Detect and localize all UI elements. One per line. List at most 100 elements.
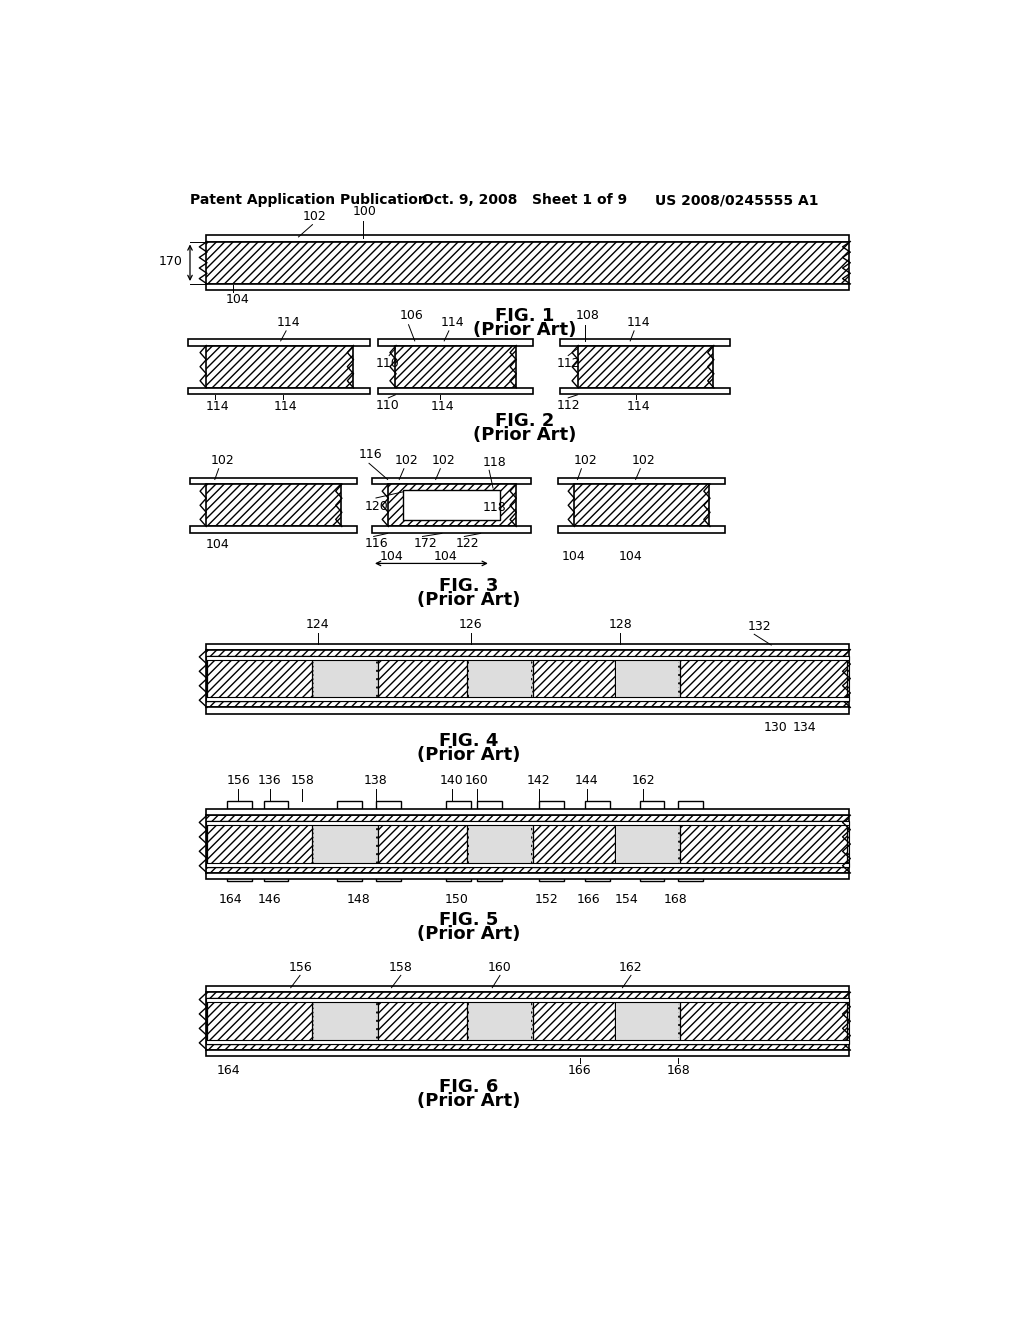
Bar: [532, 998, 614, 1044]
Text: 162: 162: [620, 961, 643, 974]
Text: 150: 150: [444, 892, 469, 906]
Text: 156: 156: [288, 961, 312, 974]
Text: 118: 118: [482, 502, 506, 513]
Bar: [539, 801, 563, 809]
Text: 156: 156: [226, 775, 250, 788]
Bar: [616, 656, 678, 701]
Text: 148: 148: [347, 892, 371, 906]
Text: 160: 160: [488, 961, 512, 974]
Text: FIG. 6: FIG. 6: [439, 1077, 499, 1096]
Text: Patent Application Publication: Patent Application Publication: [190, 193, 428, 207]
Bar: [378, 998, 467, 1044]
Text: 108: 108: [575, 309, 600, 322]
Bar: [640, 801, 665, 809]
Bar: [263, 801, 289, 809]
Text: 112: 112: [557, 358, 581, 370]
Bar: [314, 656, 376, 701]
Bar: [207, 821, 312, 867]
Bar: [206, 816, 849, 873]
Bar: [206, 873, 849, 879]
Text: 124: 124: [306, 618, 330, 631]
Text: 102: 102: [394, 454, 419, 467]
Bar: [469, 998, 531, 1044]
Bar: [477, 801, 502, 809]
Text: 114: 114: [276, 317, 300, 330]
Bar: [378, 388, 532, 395]
Bar: [560, 388, 730, 395]
Text: 116: 116: [365, 537, 388, 550]
Bar: [227, 873, 252, 880]
Text: 166: 166: [577, 892, 600, 906]
Bar: [206, 821, 849, 867]
Bar: [539, 873, 563, 880]
Text: 102: 102: [632, 454, 655, 467]
Bar: [558, 527, 725, 533]
Bar: [532, 656, 614, 701]
Bar: [227, 801, 252, 809]
Text: FIG. 5: FIG. 5: [439, 911, 499, 929]
Text: (Prior Art): (Prior Art): [418, 591, 520, 609]
Bar: [207, 998, 312, 1044]
Text: 102: 102: [432, 454, 456, 467]
Bar: [616, 821, 678, 867]
Bar: [372, 478, 531, 484]
Text: 160: 160: [465, 775, 488, 788]
Bar: [403, 490, 500, 520]
Text: 172: 172: [414, 537, 437, 550]
Text: 112: 112: [557, 399, 581, 412]
Text: 146: 146: [257, 892, 281, 906]
Bar: [616, 998, 678, 1044]
Text: 126: 126: [459, 618, 482, 631]
Bar: [395, 346, 515, 388]
Text: 104: 104: [434, 549, 458, 562]
Text: 118: 118: [482, 455, 506, 469]
Text: 122: 122: [456, 537, 479, 550]
Bar: [314, 821, 376, 867]
Text: FIG. 2: FIG. 2: [496, 412, 554, 430]
Bar: [190, 527, 356, 533]
Text: 138: 138: [365, 775, 388, 788]
Bar: [206, 993, 849, 1051]
Text: 154: 154: [614, 892, 638, 906]
Bar: [532, 821, 614, 867]
Text: 136: 136: [258, 775, 282, 788]
Text: (Prior Art): (Prior Art): [418, 925, 520, 944]
Bar: [578, 346, 713, 388]
Text: 104: 104: [618, 549, 642, 562]
Bar: [680, 998, 847, 1044]
Bar: [337, 801, 362, 809]
Bar: [314, 998, 376, 1044]
Text: FIG. 1: FIG. 1: [496, 308, 554, 325]
Text: 114: 114: [273, 400, 297, 413]
Bar: [206, 242, 849, 284]
Text: 158: 158: [291, 775, 314, 788]
Text: 102: 102: [573, 454, 597, 467]
Text: 100: 100: [352, 206, 377, 218]
Bar: [206, 1051, 849, 1056]
Text: US 2008/0245555 A1: US 2008/0245555 A1: [655, 193, 818, 207]
Bar: [378, 656, 467, 701]
Text: 164: 164: [218, 892, 242, 906]
Bar: [586, 801, 610, 809]
Text: 114: 114: [627, 317, 650, 330]
Text: FIG. 3: FIG. 3: [439, 577, 499, 595]
Bar: [445, 873, 471, 880]
Text: 166: 166: [568, 1064, 592, 1077]
Text: 114: 114: [441, 317, 465, 330]
Bar: [206, 1040, 849, 1044]
Bar: [680, 656, 847, 701]
Bar: [188, 388, 370, 395]
Text: 104: 104: [225, 293, 250, 306]
Text: 168: 168: [667, 1064, 690, 1077]
Bar: [206, 821, 849, 825]
Bar: [206, 644, 849, 649]
Text: (Prior Art): (Prior Art): [418, 746, 520, 764]
Bar: [206, 656, 849, 660]
Text: 158: 158: [389, 961, 413, 974]
Text: 132: 132: [748, 619, 772, 632]
Text: 102: 102: [211, 454, 234, 467]
Bar: [586, 873, 610, 880]
Bar: [469, 656, 531, 701]
Text: 114: 114: [430, 400, 454, 413]
Bar: [206, 708, 849, 714]
